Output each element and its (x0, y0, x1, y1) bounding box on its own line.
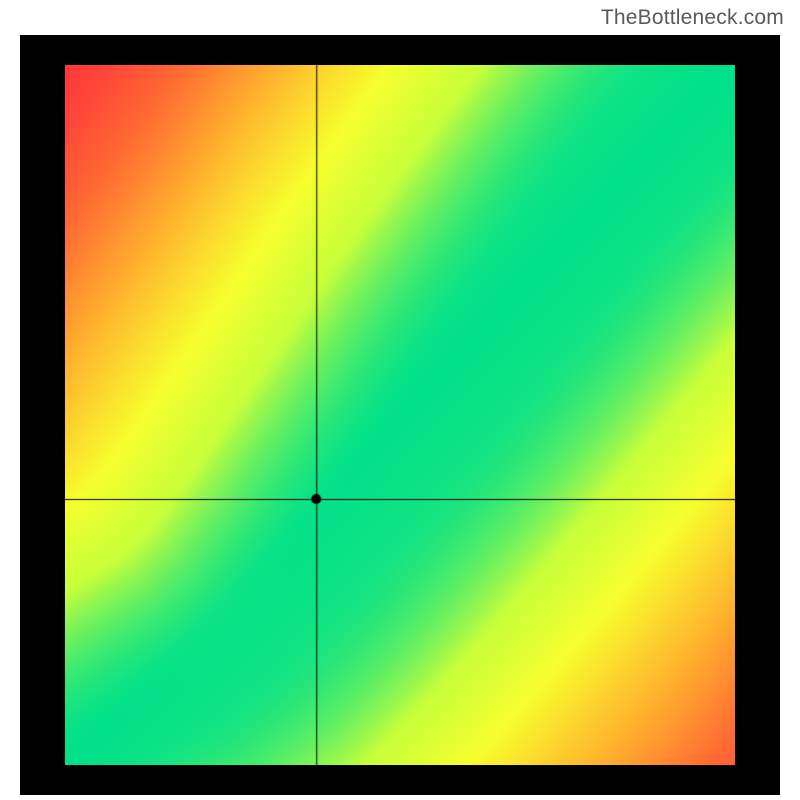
plot-area (65, 65, 735, 765)
watermark-label: TheBottleneck.com (601, 6, 784, 30)
heatmap-canvas (65, 65, 735, 765)
chart-container: TheBottleneck.com (0, 0, 800, 800)
plot-frame (20, 35, 780, 795)
